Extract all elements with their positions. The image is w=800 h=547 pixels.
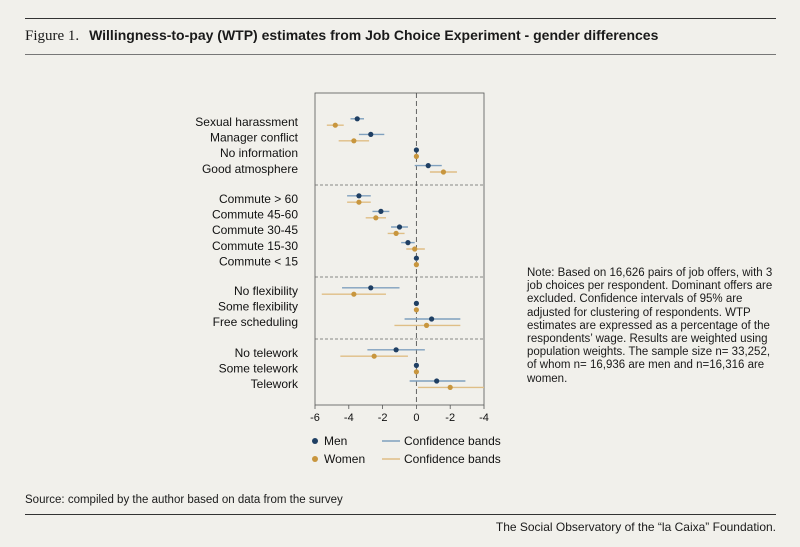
chart-note: Note: Based on 16,626 pairs of job offer…	[527, 267, 773, 385]
category-label: No information	[220, 146, 298, 160]
men-point	[378, 208, 384, 214]
category-label: Commute 45-60	[212, 208, 298, 222]
men-point	[393, 347, 399, 353]
men-point	[396, 224, 403, 230]
legend-men-marker	[312, 438, 318, 444]
category-label: Good atmosphere	[202, 162, 298, 176]
category-label: No flexibility	[234, 284, 298, 298]
bottom-rule	[25, 514, 776, 515]
category-label: No telework	[235, 346, 299, 360]
figure-title: Figure 1. Willingness-to-pay (WTP) estim…	[25, 27, 658, 45]
legend-men-band-label: Confidence bands	[404, 434, 501, 448]
category-label: Commute 30-45	[212, 223, 298, 237]
men-point	[413, 255, 419, 261]
category-label: Manager conflict	[210, 131, 299, 145]
legend-men-label: Men	[324, 434, 347, 448]
title-rule	[25, 54, 776, 55]
x-tick-label: -2	[445, 412, 455, 424]
men-point	[368, 131, 374, 137]
category-label: Free scheduling	[213, 315, 298, 329]
men-point	[429, 316, 435, 322]
men-point	[425, 163, 431, 169]
category-label: Commute < 15	[219, 254, 298, 268]
women-point	[332, 122, 338, 128]
x-tick-label: 0	[413, 412, 419, 424]
x-tick-label: -6	[310, 412, 320, 424]
men-point	[434, 378, 440, 384]
women-point	[413, 153, 419, 159]
category-label: Commute > 60	[219, 192, 298, 206]
legend-women-band-label: Confidence bands	[404, 452, 501, 466]
women-point	[423, 322, 430, 328]
women-point	[393, 230, 399, 236]
women-point	[351, 138, 357, 144]
legend-women-label: Women	[324, 452, 365, 466]
plot-frame	[314, 92, 485, 406]
women-point	[413, 307, 419, 313]
women-point	[412, 246, 418, 252]
women-point	[413, 369, 419, 375]
women-point	[356, 199, 362, 205]
women-point	[351, 291, 357, 297]
figure-title-text: Willingness-to-pay (WTP) estimates from …	[89, 27, 659, 43]
men-point	[413, 362, 419, 368]
men-point	[405, 240, 411, 246]
men-point	[413, 300, 419, 306]
men-point	[368, 285, 374, 291]
category-label: Sexual harassment	[195, 115, 298, 129]
wtp-chart: -6 -4 -2 0 -2 -4 Sexual harassment Manager conf…	[195, 92, 501, 466]
x-tick-label: -4	[344, 412, 354, 424]
men-point	[356, 193, 362, 199]
source-text: Source: compiled by the author based on …	[25, 494, 343, 506]
credit-text: The Social Observatory of the “la Caixa”…	[495, 520, 776, 534]
figure-label: Figure 1.	[25, 28, 80, 44]
women-point	[373, 215, 379, 221]
men-point	[413, 147, 419, 153]
category-label: Some flexibility	[218, 300, 298, 314]
men-point	[354, 116, 360, 122]
women-point	[447, 384, 453, 390]
women-point	[413, 262, 419, 268]
category-label: Commute 15-30	[212, 239, 298, 253]
legend-women-marker	[312, 456, 318, 462]
category-label: Some telework	[219, 362, 299, 376]
women-point	[440, 169, 447, 175]
women-point	[371, 353, 377, 359]
x-tick-label: -2	[378, 412, 388, 424]
top-rule	[25, 18, 776, 19]
x-tick-label: -4	[479, 412, 489, 424]
category-label: Telework	[251, 377, 299, 391]
